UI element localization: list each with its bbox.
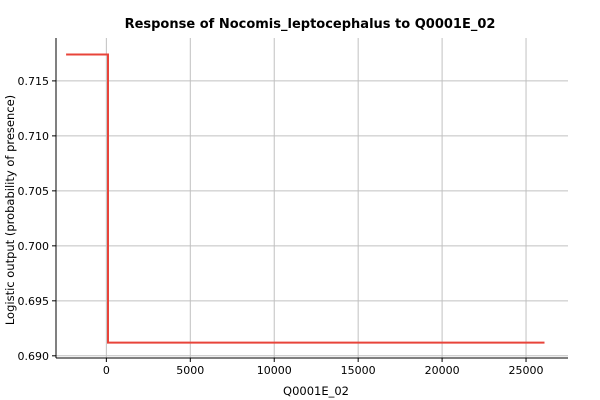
y-axis-label: Logistic output (probability of presence… [3,95,17,325]
y-tick-label: 0.715 [18,75,50,88]
x-tick-label: 15000 [341,364,376,377]
y-tick-label: 0.700 [18,240,50,253]
y-tick-label: 0.695 [18,295,50,308]
y-tick-label: 0.710 [18,130,50,143]
x-tick-label: 5000 [176,364,204,377]
x-tick-label: 25000 [509,364,544,377]
plot-area: 0 5000 10000 15000 20000 25000 0.690 0.695 0.700… [18,38,568,377]
y-tick-label: 0.705 [18,185,50,198]
x-tick-label: 0 [103,364,110,377]
plot-background [56,38,568,358]
series-line [66,53,545,344]
y-tick-label: 0.690 [18,350,50,363]
chart-title: Response of Nocomis_leptocephalus to Q00… [125,17,496,32]
x-tick-label: 20000 [425,364,460,377]
x-axis-label: Q0001E_02 [283,384,349,398]
x-tick-label: 10000 [257,364,292,377]
